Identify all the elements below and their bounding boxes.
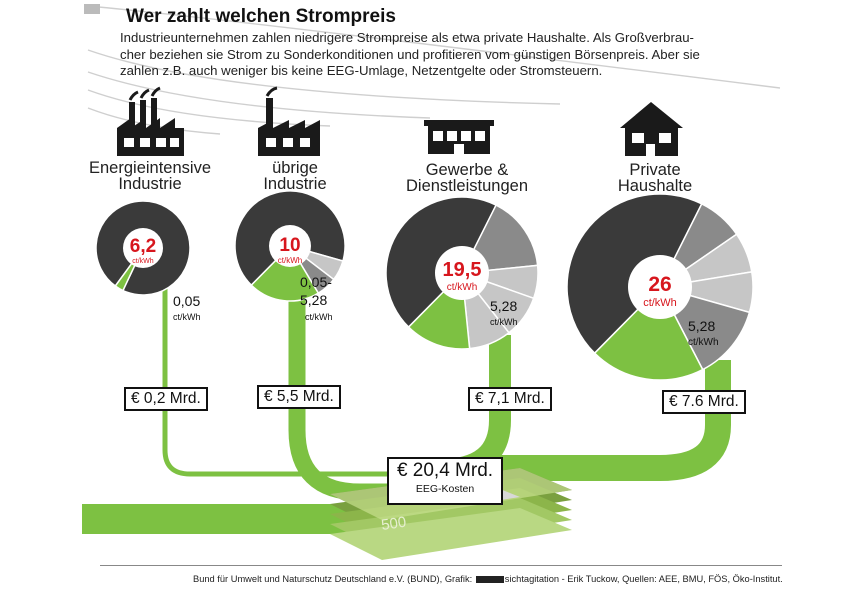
price-value: 6,2 <box>130 236 156 257</box>
price-circle-haushalte: 26 ct/kWh <box>628 255 692 319</box>
price-unit: ct/kWh <box>447 282 478 293</box>
factory-icon <box>258 86 320 156</box>
category-name-haushalte: Private Haushalte <box>617 161 693 195</box>
shop-icon <box>424 120 494 154</box>
eeg-label-uebrige: 0,05- 5,28 ct/kWh <box>300 274 333 322</box>
eeg-total-label: EEG-Kosten <box>415 483 475 495</box>
price-value: 19,5 <box>443 259 482 281</box>
price-value: 26 <box>648 273 671 296</box>
pie-slice-green <box>250 244 320 302</box>
intro-line: zahlen z.B. auch weniger bis keine EEG-U… <box>120 63 603 78</box>
intro-line: Industrieunternehmen zahlen niedrigere S… <box>120 30 694 45</box>
price-circle-gewerbe: 19,5 ct/kWh <box>435 246 489 300</box>
pie-slice-green <box>593 285 704 381</box>
eeg-amount-gewerbe: € 7,1 Mrd. <box>468 387 552 411</box>
pipe-energieintensive <box>162 288 390 477</box>
svg-text:0,05-: 0,05- <box>300 274 332 290</box>
factory-chimneys-icon <box>117 86 184 156</box>
eeg-total-amount: € 20,4 Mrd. <box>396 460 494 481</box>
category-name-uebrige: übrige Industrie <box>263 159 327 193</box>
svg-text:ct/kWh: ct/kWh <box>305 312 333 322</box>
eeg-amount-energieintensive: € 0,2 Mrd. <box>124 387 208 411</box>
svg-text:5,28: 5,28 <box>490 298 517 314</box>
pipe-haushalte <box>500 360 731 481</box>
decorative-swoosh-lines <box>87 5 781 135</box>
footer-divider <box>100 565 782 566</box>
price-unit: ct/kWh <box>278 256 302 265</box>
eeg-amount-haushalte: € 7.6 Mrd. <box>662 390 746 414</box>
agency-logo-bar <box>475 576 504 584</box>
eeg-label-gewerbe: 5,28 ct/kWh <box>490 298 518 327</box>
price-circle-uebrige: 10 ct/kWh <box>269 225 311 267</box>
svg-text:5,28: 5,28 <box>688 318 715 334</box>
intro-line: cher beziehen sie Strom zu Sonderkonditi… <box>120 46 700 62</box>
price-circle-energieintensive: 6,2 ct/kWh <box>123 228 163 268</box>
svg-text:0,05: 0,05 <box>173 293 200 309</box>
category-name-gewerbe: Gewerbe & Dienstleistungen <box>406 161 528 195</box>
eeg-label-energieintensive: 0,05 ct/kWh <box>173 293 201 322</box>
banknote-value: 500 <box>380 514 407 534</box>
source-credit: Bund für Umwelt und Naturschutz Deutschl… <box>193 574 783 584</box>
eeg-amount-uebrige: € 5,5 Mrd. <box>257 385 341 409</box>
svg-text:ct/kWh: ct/kWh <box>688 337 719 348</box>
house-icon <box>620 102 683 156</box>
flag-mark <box>84 4 100 14</box>
svg-text:ct/kWh: ct/kWh <box>173 312 201 322</box>
page-title: Wer zahlt welchen Strompreis <box>126 6 396 27</box>
category-name-energieintensive: Energieintensive Industrie <box>89 159 211 193</box>
eeg-total-box: € 20,4 Mrd. EEG-Kosten <box>387 457 503 505</box>
eeg-label-haushalte: 5,28 ct/kWh <box>688 318 719 348</box>
svg-text:5,28: 5,28 <box>300 292 327 308</box>
price-unit: ct/kWh <box>132 258 153 265</box>
price-value: 10 <box>279 235 300 256</box>
price-unit: ct/kWh <box>643 297 677 309</box>
intro-text: Industrieunternehmen zahlen niedrigere S… <box>120 30 760 80</box>
svg-text:ct/kWh: ct/kWh <box>490 317 518 327</box>
